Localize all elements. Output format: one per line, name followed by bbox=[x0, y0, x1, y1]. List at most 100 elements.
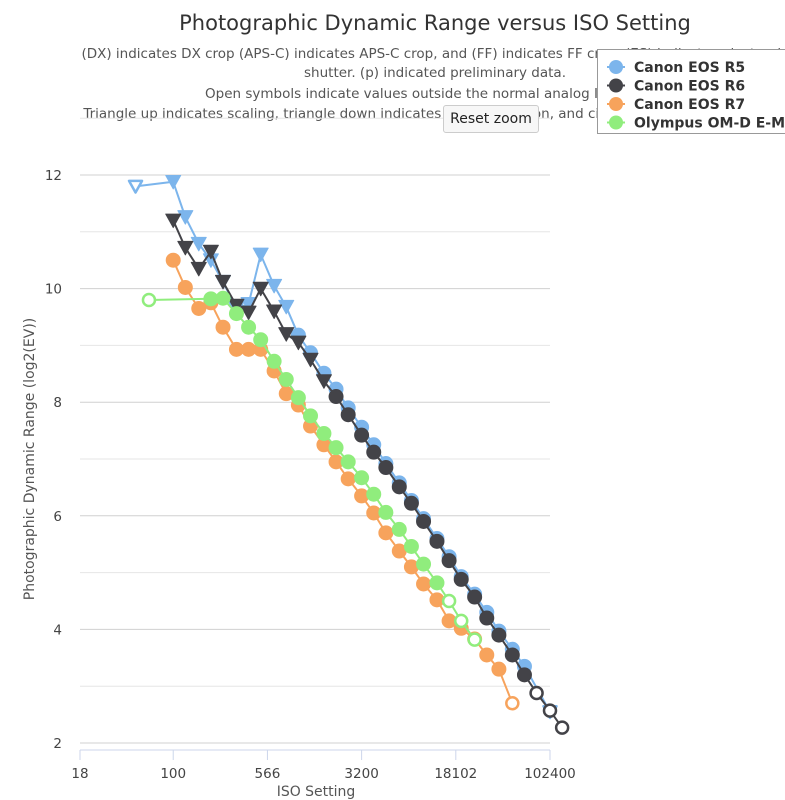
x-tick-label: 566 bbox=[255, 766, 281, 782]
data-point bbox=[467, 589, 483, 605]
y-tick-label: 12 bbox=[45, 168, 62, 184]
legend-label: Canon EOS R6 bbox=[634, 79, 745, 95]
reset-zoom-button[interactable]: Reset zoom bbox=[443, 105, 539, 133]
data-point bbox=[441, 553, 457, 569]
data-point bbox=[340, 454, 356, 470]
data-point bbox=[177, 279, 193, 295]
series-canon-eos-r6 bbox=[165, 213, 570, 735]
data-point bbox=[505, 695, 520, 711]
data-point bbox=[165, 213, 182, 229]
data-point bbox=[328, 389, 344, 405]
data-point bbox=[529, 685, 544, 701]
data-point bbox=[302, 352, 319, 368]
data-point bbox=[378, 460, 394, 476]
data-point bbox=[403, 559, 419, 575]
data-point bbox=[453, 571, 469, 587]
data-point bbox=[441, 593, 457, 609]
data-point bbox=[403, 495, 419, 511]
data-point bbox=[177, 210, 194, 225]
data-point bbox=[453, 613, 469, 629]
y-tick-label: 8 bbox=[53, 395, 62, 411]
chart-title: Photographic Dynamic Range versus ISO Se… bbox=[179, 11, 691, 35]
data-point bbox=[467, 632, 482, 647]
legend-label: Canon EOS R7 bbox=[634, 97, 745, 113]
data-point bbox=[429, 575, 445, 591]
data-point bbox=[479, 647, 495, 663]
data-point bbox=[429, 592, 445, 608]
data-point bbox=[278, 299, 295, 315]
data-point bbox=[290, 390, 306, 406]
data-point bbox=[354, 470, 370, 486]
x-axis-title: ISO Setting bbox=[277, 784, 356, 800]
data-point bbox=[303, 408, 319, 424]
legend-marker bbox=[609, 78, 623, 93]
x-tick-label: 100 bbox=[160, 766, 186, 782]
data-point bbox=[416, 556, 432, 572]
data-point bbox=[429, 533, 445, 549]
data-point bbox=[340, 407, 356, 423]
data-point bbox=[165, 174, 182, 190]
data-point bbox=[366, 444, 382, 460]
data-point bbox=[241, 319, 257, 335]
data-point bbox=[554, 720, 570, 735]
data-point bbox=[191, 300, 207, 316]
legend-item: Olympus OM-D E-M1 bbox=[607, 115, 785, 132]
data-point bbox=[391, 521, 407, 537]
legend-marker bbox=[609, 97, 623, 111]
data-point bbox=[479, 610, 495, 626]
data-point bbox=[215, 274, 232, 290]
axes: 2 4 6 8 10 12 18 100 566 3200 18102 102400 bbox=[45, 168, 576, 782]
data-point bbox=[278, 327, 295, 342]
data-point bbox=[491, 661, 507, 677]
data-point bbox=[127, 179, 144, 194]
legend-item: Canon EOS R6 bbox=[607, 78, 745, 95]
legend-marker bbox=[609, 60, 623, 74]
data-point bbox=[228, 298, 245, 314]
data-point bbox=[378, 525, 394, 541]
data-point bbox=[378, 504, 394, 520]
data-point bbox=[504, 647, 520, 663]
y-tick-label: 10 bbox=[45, 282, 62, 298]
data-point bbox=[328, 440, 344, 456]
x-tick-label: 18102 bbox=[434, 766, 477, 782]
legend-box bbox=[597, 49, 785, 134]
data-point bbox=[516, 667, 532, 683]
data-point bbox=[215, 290, 231, 306]
data-point bbox=[315, 374, 332, 389]
data-point bbox=[202, 244, 219, 260]
subtitle-line: shutter. (p) indicated preliminary data. bbox=[304, 65, 566, 81]
y-tick-label: 4 bbox=[53, 622, 62, 638]
data-point bbox=[366, 486, 382, 502]
subtitle-line: Open symbols indicate values outside the… bbox=[205, 86, 665, 102]
data-point bbox=[215, 319, 231, 335]
data-point bbox=[416, 513, 432, 529]
legend: Canon EOS R5 Canon EOS R6 Canon EOS R7 Olym… bbox=[597, 49, 785, 134]
y-tick-label: 2 bbox=[53, 736, 62, 752]
y-tick-label: 6 bbox=[53, 509, 62, 525]
data-point bbox=[416, 576, 432, 592]
x-tick-label: 3200 bbox=[344, 766, 378, 782]
data-point bbox=[290, 335, 307, 351]
series-canon-eos-r7 bbox=[165, 252, 520, 711]
data-point bbox=[266, 353, 282, 369]
data-point bbox=[190, 261, 207, 277]
data-point bbox=[278, 371, 294, 387]
data-point bbox=[177, 240, 194, 256]
data-point bbox=[266, 278, 283, 294]
data-point bbox=[240, 305, 257, 321]
data-point bbox=[491, 627, 507, 643]
legend-marker bbox=[609, 115, 623, 130]
data-point bbox=[391, 479, 407, 495]
series-olympus-om-d-e-m1 bbox=[141, 290, 482, 647]
x-tick-label: 102400 bbox=[524, 766, 576, 782]
x-tick-label: 18 bbox=[71, 766, 88, 782]
plot-area bbox=[127, 174, 570, 735]
data-point bbox=[165, 252, 181, 268]
data-point bbox=[354, 427, 370, 443]
y-axis-title: Photographic Dynamic Range (log2(EV)) bbox=[22, 318, 38, 601]
legend-label: Olympus OM-D E-M1 bbox=[634, 116, 785, 132]
data-point bbox=[252, 281, 269, 297]
data-point bbox=[228, 306, 244, 322]
legend-label: Canon EOS R5 bbox=[634, 60, 745, 76]
